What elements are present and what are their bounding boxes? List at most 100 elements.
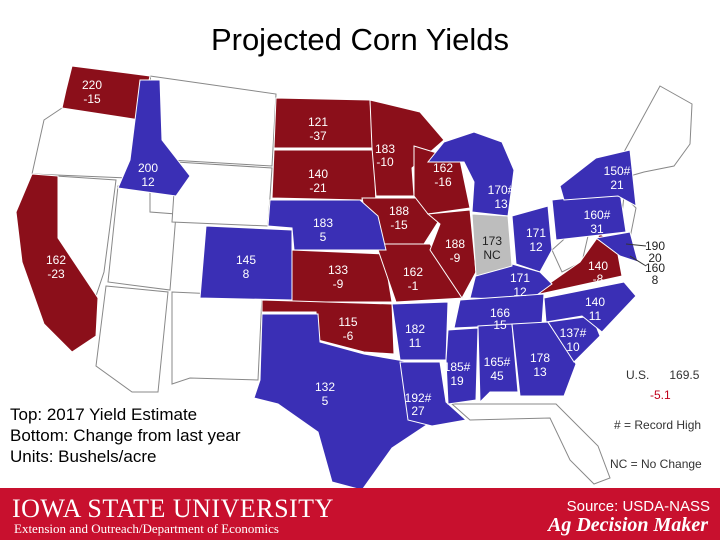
state-new-mexico	[171, 291, 263, 385]
label-mo-change: -1	[408, 279, 419, 293]
label-ar-yield: 182	[405, 322, 425, 336]
record-high-note: # = Record High	[614, 418, 702, 432]
legend-line-bottom: Bottom: Change from last year	[10, 426, 241, 445]
no-change-note: NC = No Change	[610, 457, 702, 471]
leader-line-md	[625, 243, 647, 247]
us-label: U.S.	[626, 368, 650, 382]
label-ks-change: -9	[333, 277, 344, 291]
label-ky-change: 12	[513, 285, 527, 299]
label-la-change: 27	[411, 404, 425, 418]
page-title: Projected Corn Yields	[210, 22, 510, 57]
label-wi-yield: 162	[433, 161, 453, 175]
state-illinois	[426, 209, 477, 299]
label-ms-yield: 185#	[444, 360, 471, 374]
label-ny-change: 21	[610, 178, 624, 192]
increase-states	[117, 79, 639, 491]
state-south-carolina	[547, 315, 601, 363]
label-de-change: 8	[652, 273, 659, 287]
legend-line-units: Units: Bushels/acre	[10, 447, 157, 466]
state-oklahoma	[261, 299, 395, 355]
state-louisiana	[399, 361, 468, 427]
university-logo-text: IOWA STATE UNIVERSITY	[12, 494, 334, 523]
state-idaho	[117, 79, 191, 197]
label-ca-change: -23	[47, 267, 65, 281]
label-mo-yield: 162	[403, 265, 423, 279]
state-north-carolina	[543, 281, 637, 333]
source-text: Source: USDA-NASS	[566, 498, 710, 515]
leader-line-de	[629, 255, 647, 267]
label-wa-change: -15	[83, 92, 101, 106]
label-co-yield: 145	[236, 253, 256, 267]
state-missouri	[375, 243, 465, 303]
label-ok-yield: 115	[338, 315, 357, 329]
state-colorado	[199, 225, 293, 301]
label-ok-change: -6	[343, 329, 354, 343]
label-mn-yield: 183	[375, 142, 395, 156]
label-va-yield: 140	[588, 259, 608, 273]
label-ga-change: 13	[533, 365, 547, 379]
label-nd-change: -37	[309, 129, 327, 143]
state-new-york	[559, 149, 637, 207]
label-il-change: -9	[450, 251, 461, 265]
label-tn-change: 15	[493, 318, 507, 332]
label-ms-change: 19	[450, 374, 464, 388]
state-nebraska	[267, 199, 387, 251]
label-ny-yield: 150#	[604, 164, 631, 178]
label-de-yield: 160	[645, 261, 665, 275]
label-mn-change: -10	[376, 155, 394, 169]
state-maryland-delaware	[594, 231, 639, 263]
department-text: Extension and Outreach/Department of Eco…	[14, 521, 279, 536]
state-oregon	[31, 107, 141, 179]
label-ga-yield: 178	[530, 351, 550, 365]
label-tx-change: 5	[322, 394, 329, 408]
label-ia-yield: 188	[389, 204, 409, 218]
label-ar-change: 11	[409, 336, 422, 350]
label-id-change: 12	[141, 175, 155, 189]
state-new-england	[623, 85, 693, 177]
label-pa-yield: 160#	[584, 208, 611, 222]
label-tn-yield: 166	[490, 306, 510, 320]
label-co-change: 8	[243, 267, 250, 281]
state-minnesota	[369, 99, 445, 197]
label-il-yield: 188	[445, 237, 465, 251]
label-in-change: NC	[483, 248, 501, 262]
label-oh-yield: 171	[526, 226, 546, 240]
state-utah	[107, 185, 177, 291]
label-al-yield: 165#	[484, 355, 511, 369]
label-ia-change: -15	[390, 218, 408, 232]
label-nc-yield: 140	[585, 295, 605, 309]
label-in-yield: 173	[482, 234, 502, 248]
label-ne-yield: 183	[313, 216, 333, 230]
label-pa-change: 31	[590, 222, 604, 236]
state-california	[15, 173, 99, 353]
state-florida	[450, 403, 611, 485]
no-data-states	[31, 75, 693, 485]
label-mi-change: 13	[494, 197, 508, 211]
label-wi-change: -16	[434, 175, 452, 189]
state-michigan	[426, 131, 515, 217]
label-nc-change: 11	[589, 309, 602, 323]
state-alabama	[477, 323, 519, 404]
label-mi-yield: 170#	[488, 183, 515, 197]
label-sd-yield: 140	[308, 167, 328, 181]
label-oh-change: 12	[529, 240, 543, 254]
label-id-yield: 200	[138, 161, 158, 175]
state-texas	[253, 313, 429, 491]
label-ky-yield: 171	[510, 271, 530, 285]
state-indiana	[471, 213, 513, 277]
legend: Top: 2017 Yield Estimate Bottom: Change …	[10, 404, 241, 467]
us-summary: U.S. 169.5	[626, 368, 699, 382]
brand-text: Ag Decision Maker	[548, 514, 708, 536]
label-la-yield: 192#	[405, 391, 432, 405]
us-change: -5.1	[650, 388, 671, 402]
label-ca-yield: 162	[46, 253, 66, 267]
state-ohio	[511, 205, 553, 273]
decrease-states	[15, 65, 623, 355]
label-wa-yield: 220	[82, 78, 102, 92]
state-mississippi	[445, 327, 479, 405]
us-yield: 169.5	[669, 368, 700, 382]
label-ne-change: 5	[320, 230, 327, 244]
label-sc-change: 10	[566, 340, 580, 354]
label-nd-yield: 121	[308, 115, 328, 129]
